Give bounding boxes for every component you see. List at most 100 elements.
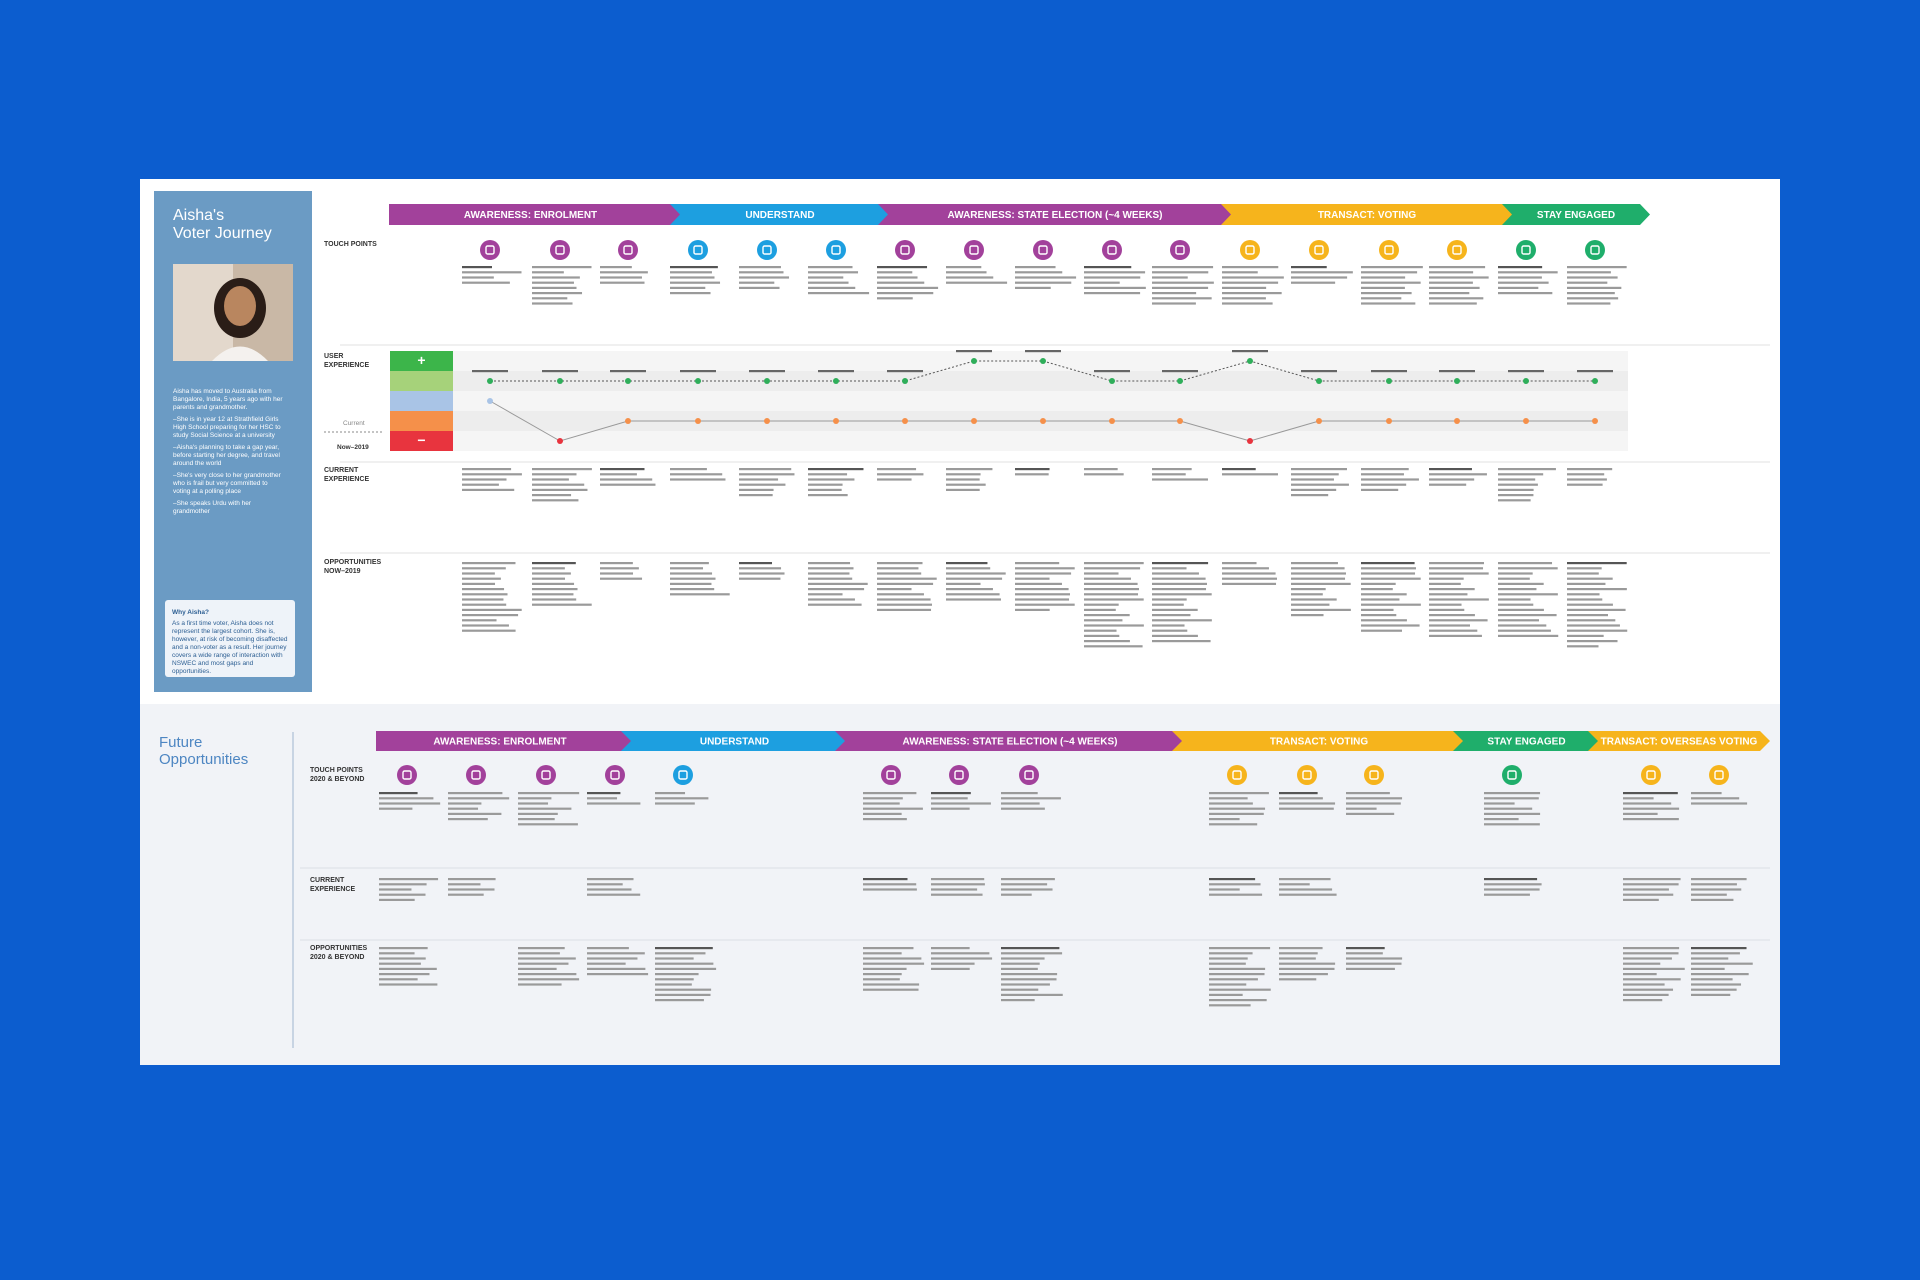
text-line [1291, 276, 1348, 279]
ux-band [453, 431, 1628, 451]
text-line [1567, 483, 1603, 486]
text-line [379, 797, 434, 800]
text-line [1209, 993, 1243, 996]
row-label: OPPORTUNITIES 2020 & BEYOND [310, 945, 368, 961]
text-line [1691, 883, 1737, 886]
text-line [1429, 468, 1472, 471]
text-line [1001, 988, 1039, 991]
text-line [1015, 572, 1072, 575]
ux-future-point [487, 378, 493, 384]
text-line [1291, 582, 1351, 585]
text-line [1429, 276, 1489, 279]
text-line [1429, 292, 1470, 295]
text-line [1222, 567, 1269, 570]
text-line [1567, 588, 1627, 591]
text-line [670, 567, 704, 570]
text-line [670, 572, 713, 575]
text-line [462, 619, 497, 622]
ux-current-point [971, 418, 977, 424]
text-line [518, 973, 577, 976]
phase-label: AWARENESS: ENROLMENT [464, 210, 597, 221]
text-line [1152, 634, 1198, 637]
text-line [1279, 878, 1331, 881]
text-line [877, 562, 923, 565]
text-line [1567, 624, 1620, 627]
text-line [739, 577, 781, 580]
text-line [1222, 582, 1277, 585]
text-line [1291, 478, 1334, 481]
text-line [1001, 962, 1040, 965]
text-line [1346, 962, 1402, 965]
text-line [1152, 281, 1214, 284]
touch-point-icon [618, 240, 638, 260]
touch-point-icon [1227, 765, 1247, 785]
text-line [1429, 473, 1487, 476]
text-line [1015, 598, 1070, 601]
text-line [462, 603, 507, 606]
text-line [1484, 792, 1541, 795]
text-line [931, 807, 970, 810]
text-line [808, 276, 844, 279]
text-line [1209, 893, 1263, 896]
text-line [1498, 572, 1533, 575]
text-line [1361, 608, 1394, 611]
touch-point-icon [1297, 765, 1317, 785]
text-line [1623, 993, 1669, 996]
text-line [1498, 276, 1542, 279]
text-line [600, 567, 639, 570]
text-line [1015, 608, 1050, 611]
text-line [1361, 572, 1416, 575]
text-line [1001, 978, 1057, 981]
text-line [462, 473, 522, 476]
ux-current-point [625, 418, 631, 424]
text-line [931, 878, 985, 881]
phase-label: TRANSACT: VOTING [1318, 210, 1417, 221]
text-line [655, 999, 704, 1002]
text-line [1222, 297, 1266, 300]
text-line [462, 266, 492, 269]
text-line [946, 582, 981, 585]
text-line [670, 271, 712, 274]
text-line [808, 281, 849, 284]
ux-point-caption [1232, 350, 1268, 353]
text-line [587, 878, 634, 881]
text-line [379, 967, 437, 970]
text-line [532, 593, 574, 596]
touch-point-icon [1641, 765, 1661, 785]
text-line [1429, 286, 1480, 289]
text-line [462, 281, 510, 284]
text-line [379, 802, 441, 805]
text-line [1691, 802, 1748, 805]
text-line [1291, 598, 1337, 601]
text-line [863, 962, 925, 965]
text-line [462, 478, 507, 481]
phase-banner [670, 204, 890, 225]
icon-glyph [886, 770, 896, 780]
text-line [1209, 957, 1248, 960]
text-line [1567, 266, 1627, 269]
text-line [1084, 473, 1124, 476]
text-line [532, 572, 571, 575]
phase-label: AWARENESS: STATE ELECTION (~4 WEEKS) [948, 210, 1163, 221]
icon-glyph [1175, 245, 1185, 255]
text-line [1001, 952, 1063, 955]
text-line [1222, 266, 1279, 269]
ux-current-point [1386, 418, 1392, 424]
why-box [165, 600, 295, 677]
text-line [1623, 973, 1657, 976]
text-line [1498, 614, 1557, 617]
text-line [448, 893, 484, 896]
text-line [670, 276, 715, 279]
text-line [877, 582, 934, 585]
photo-shirt [212, 346, 268, 361]
why-title: Why Aisha? [172, 609, 209, 616]
text-line [1429, 483, 1467, 486]
text-line [1361, 468, 1409, 471]
text-line [1623, 999, 1663, 1002]
text-line [863, 983, 920, 986]
text-line [931, 952, 990, 955]
ux-future-point [1040, 358, 1046, 364]
text-line [808, 567, 854, 570]
text-line [462, 582, 496, 585]
text-line [1346, 967, 1395, 970]
